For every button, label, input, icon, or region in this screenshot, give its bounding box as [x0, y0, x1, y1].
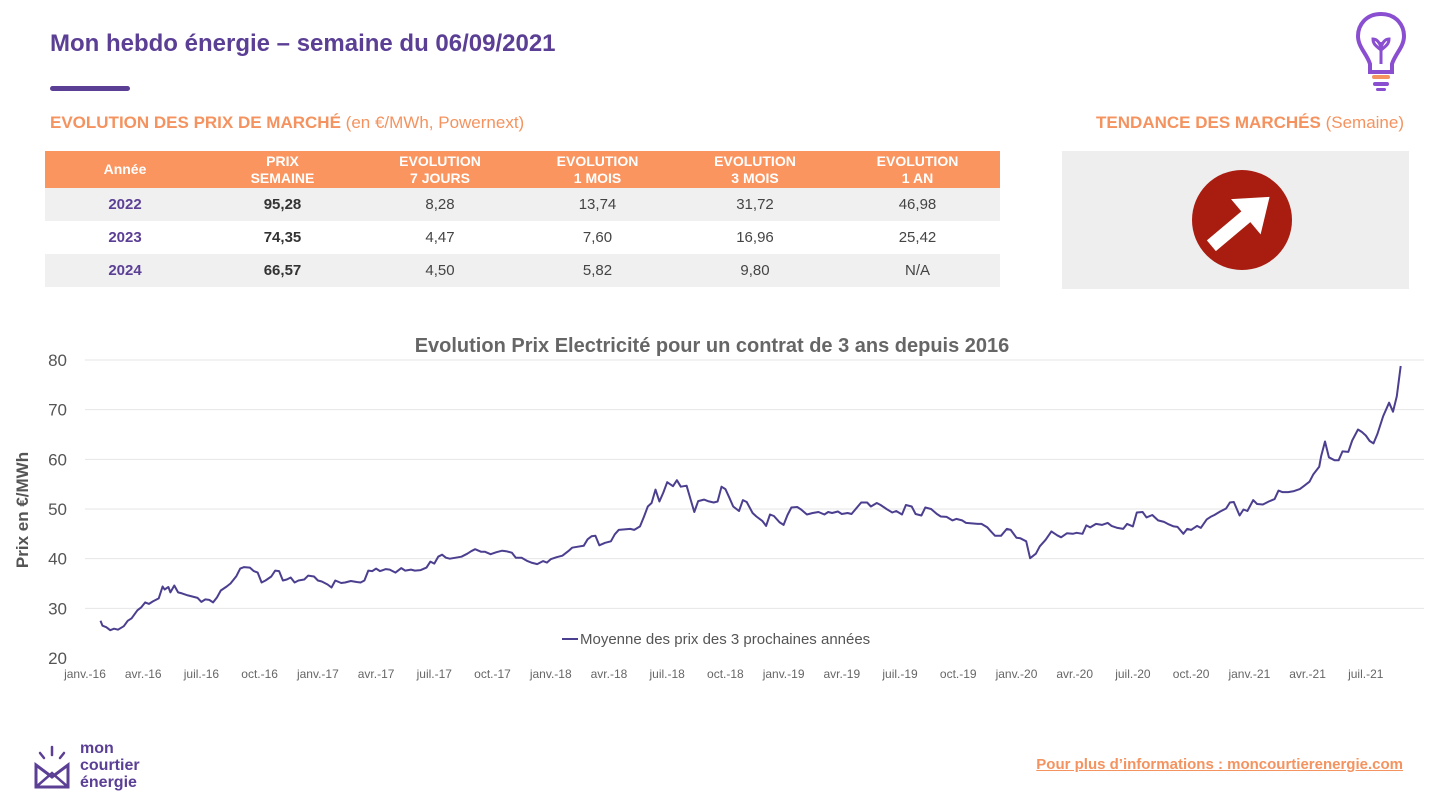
chart-title: Evolution Prix Electricité pour un contr…: [415, 335, 1010, 357]
header-line1: EVOLUTION: [556, 152, 639, 169]
x-tick-label: juil.-18: [648, 667, 685, 681]
x-tick-label: juil.-16: [183, 667, 220, 681]
page-title: Mon hebdo énergie – semaine du 06/09/202…: [50, 30, 556, 57]
x-tick-label: janv.-21: [1227, 667, 1270, 681]
header-line2: 7 JOURS: [410, 169, 470, 186]
y-tick-label: 80: [48, 351, 67, 370]
table-row: 2024 66,57 4,50 5,82 9,80 N/A: [45, 254, 1000, 287]
cell-price: 74,35: [205, 221, 360, 254]
trend-panel: [1062, 151, 1409, 289]
x-tick-label: juil.-21: [1347, 667, 1384, 681]
cell-year: 2023: [45, 221, 205, 254]
x-tick-label: juil.-20: [1114, 667, 1151, 681]
cell-price: 66,57: [205, 254, 360, 287]
cell-evolution-1y: 25,42: [835, 221, 1000, 254]
x-tick-label: oct.-16: [241, 667, 278, 681]
cell-evolution-7d: 4,50: [360, 254, 520, 287]
y-tick-label: 20: [48, 649, 67, 668]
cell-evolution-1m: 5,82: [520, 254, 675, 287]
cell-evolution-3m: 9,80: [675, 254, 835, 287]
x-tick-label: janv.-19: [762, 667, 805, 681]
market-title-text: EVOLUTION DES PRIX DE MARCHÉ: [50, 113, 341, 132]
cell-evolution-1m: 7,60: [520, 221, 675, 254]
header-line1: PRIX: [266, 152, 299, 169]
x-tick-label: oct.-19: [940, 667, 977, 681]
price-chart: Evolution Prix Electricité pour un contr…: [13, 335, 1424, 681]
header-evolution-1-mois: EVOLUTION 1 MOIS: [520, 151, 675, 188]
x-tick-label: avr.-21: [1289, 667, 1326, 681]
legend-label: Moyenne des prix des 3 prochaines années: [580, 631, 870, 648]
table-header-row: Année PRIX SEMAINE EVOLUTION 7 JOURS EVOLU…: [45, 151, 1000, 188]
header-prix-semaine: PRIX SEMAINE: [205, 151, 360, 188]
title-underline: [50, 86, 130, 91]
cell-evolution-1y: 46,98: [835, 188, 1000, 221]
chart-legend: Moyenne des prix des 3 prochaines années: [562, 631, 870, 648]
header-line1: EVOLUTION: [714, 152, 796, 169]
x-tick-label: avr.-17: [358, 667, 395, 681]
arrow-up-right-icon: [1192, 170, 1292, 270]
header-line1: EVOLUTION: [399, 152, 481, 169]
x-tick-label: oct.-18: [707, 667, 744, 681]
logo-line: courtier: [80, 757, 140, 774]
y-tick-label: 40: [48, 550, 67, 569]
cell-price: 95,28: [205, 188, 360, 221]
x-tick-label: juil.-19: [881, 667, 918, 681]
cell-year: 2022: [45, 188, 205, 221]
header-annee: Année: [45, 151, 205, 188]
series-line: [99, 365, 1402, 632]
x-tick-label: janv.-16: [63, 667, 106, 681]
market-price-table: Année PRIX SEMAINE EVOLUTION 7 JOURS EVOLU…: [45, 151, 1000, 287]
website-link[interactable]: Pour plus d’informations : moncourtieren…: [1036, 756, 1403, 773]
x-tick-label: avr.-19: [823, 667, 860, 681]
chart-gridlines: [85, 359, 1424, 609]
header-line2: SEMAINE: [250, 169, 315, 186]
cell-evolution-3m: 16,96: [675, 221, 835, 254]
x-tick-label: oct.-20: [1173, 667, 1210, 681]
lightbulb-icon: [1355, 11, 1407, 91]
y-tick-label: 70: [48, 401, 67, 420]
trend-subtitle: (Semaine): [1325, 113, 1404, 132]
moncourtier-logo-icon: [34, 745, 70, 789]
table-row: 2023 74,35 4,47 7,60 16,96 25,42: [45, 221, 1000, 254]
header-annee-text: Année: [103, 161, 147, 177]
cell-evolution-7d: 8,28: [360, 188, 520, 221]
x-tick-label: oct.-17: [474, 667, 511, 681]
logo-text: mon courtier énergie: [80, 740, 140, 791]
table-row: 2022 95,28 8,28 13,74 31,72 46,98: [45, 188, 1000, 221]
header-line2: 1 MOIS: [573, 169, 622, 186]
y-tick-label: 30: [48, 599, 67, 618]
header-line1: EVOLUTION: [876, 152, 959, 169]
x-tick-label: janv.-18: [529, 667, 572, 681]
x-axis-ticks: janv.-16 avr.-16 juil.-16 oct.-16 janv.-17 av…: [63, 667, 1384, 681]
cell-year: 2024: [45, 254, 205, 287]
x-tick-label: janv.-20: [995, 667, 1038, 681]
trend-title-text: TENDANCE DES MARCHÉS: [1096, 113, 1321, 132]
header-evolution-3-mois: EVOLUTION 3 MOIS: [675, 151, 835, 188]
x-tick-label: janv.-17: [296, 667, 339, 681]
x-tick-label: avr.-16: [125, 667, 162, 681]
x-tick-label: avr.-18: [591, 667, 628, 681]
chart-series: [99, 365, 1402, 632]
y-axis-ticks: 20 30 40 50 60 70 80: [48, 351, 67, 668]
cell-evolution-1y: N/A: [835, 254, 1000, 287]
market-section-title: EVOLUTION DES PRIX DE MARCHÉ (en €/MWh, …: [50, 113, 524, 133]
y-axis-label: Prix en €/MWh: [13, 452, 32, 568]
x-tick-label: avr.-20: [1056, 667, 1093, 681]
y-tick-label: 50: [48, 500, 67, 519]
cell-evolution-3m: 31,72: [675, 188, 835, 221]
header-line2: 3 MOIS: [731, 169, 779, 186]
y-tick-label: 60: [48, 450, 67, 469]
cell-evolution-1m: 13,74: [520, 188, 675, 221]
trend-section-title: TENDANCE DES MARCHÉS (Semaine): [1096, 113, 1404, 133]
cell-evolution-7d: 4,47: [360, 221, 520, 254]
header-evolution-1-an: EVOLUTION 1 AN: [835, 151, 1000, 188]
header-evolution-7-jours: EVOLUTION 7 JOURS: [360, 151, 520, 188]
header-line2: 1 AN: [901, 169, 934, 186]
logo-line: énergie: [80, 774, 137, 791]
x-tick-label: juil.-17: [416, 667, 453, 681]
market-subtitle: (en €/MWh, Powernext): [345, 113, 525, 132]
logo-line: mon: [80, 740, 114, 757]
